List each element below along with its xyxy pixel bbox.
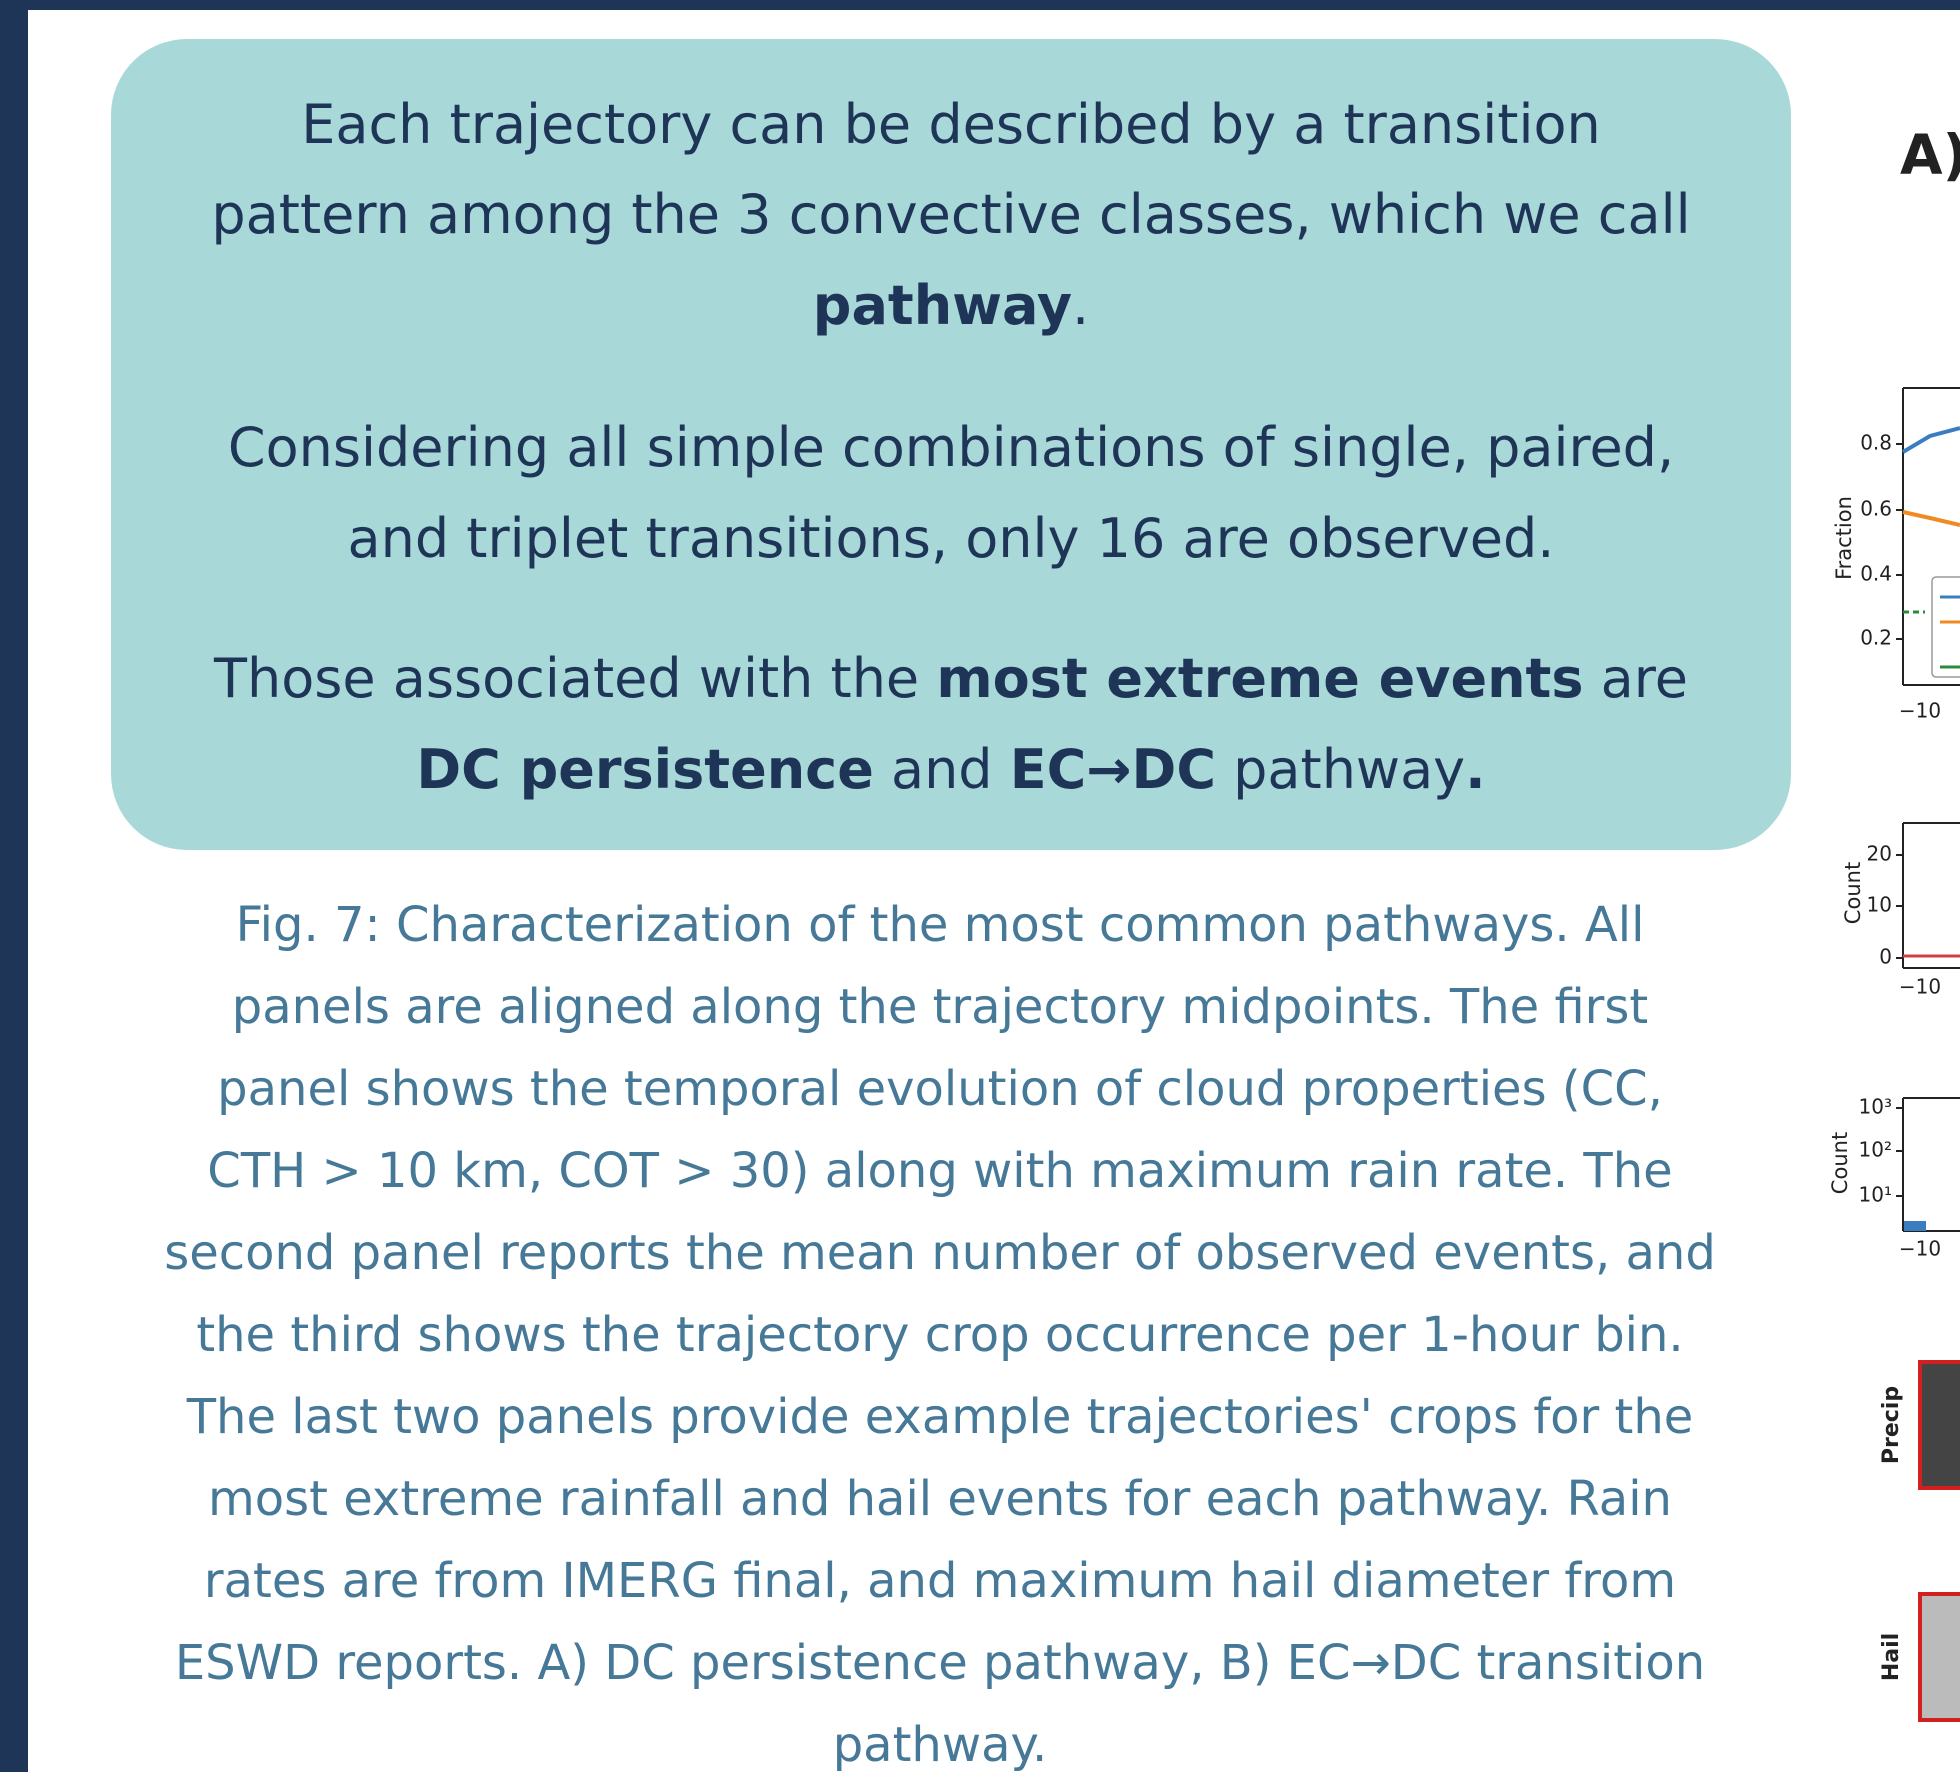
x-tick-label: −10 <box>1899 975 1941 999</box>
y-tick-label: 0 <box>1879 945 1892 969</box>
y-tick-label: 10 <box>1867 893 1892 917</box>
example-crop <box>1920 1362 1960 1488</box>
y-tick-label: 0.2 <box>1860 626 1892 650</box>
x-tick-label: −10 <box>1899 1237 1941 1261</box>
y-axis-label: Count <box>1828 1132 1852 1194</box>
y-tick-label: 10¹ <box>1859 1183 1892 1207</box>
y-tick-label: 0.6 <box>1860 497 1892 521</box>
bar <box>1904 1221 1926 1231</box>
y-tick-label: 0.8 <box>1860 431 1892 455</box>
y-tick-label: 10³ <box>1859 1095 1892 1119</box>
curve <box>1903 512 1960 525</box>
row-label: Precip <box>1879 1386 1904 1464</box>
y-axis-label: Count <box>1841 862 1865 924</box>
example-crop <box>1920 1594 1960 1720</box>
legend-box <box>1932 577 1960 677</box>
panel-label: A) <box>1900 123 1960 187</box>
x-tick-label: −10 <box>1899 699 1941 723</box>
curve <box>1903 428 1960 452</box>
y-axis-label: Fraction <box>1832 496 1856 580</box>
y-tick-label: 10² <box>1859 1138 1892 1162</box>
row-label: Hail <box>1879 1633 1904 1681</box>
page: Each trajectory can be described by a tr… <box>0 0 1960 1772</box>
figure: A) 0.8 0.6 0.4 0.2 −10 Fraction 20 10 0 −10 Count 10… <box>0 0 1960 1772</box>
y-tick-label: 20 <box>1867 842 1892 866</box>
y-tick-label: 0.4 <box>1860 562 1892 586</box>
